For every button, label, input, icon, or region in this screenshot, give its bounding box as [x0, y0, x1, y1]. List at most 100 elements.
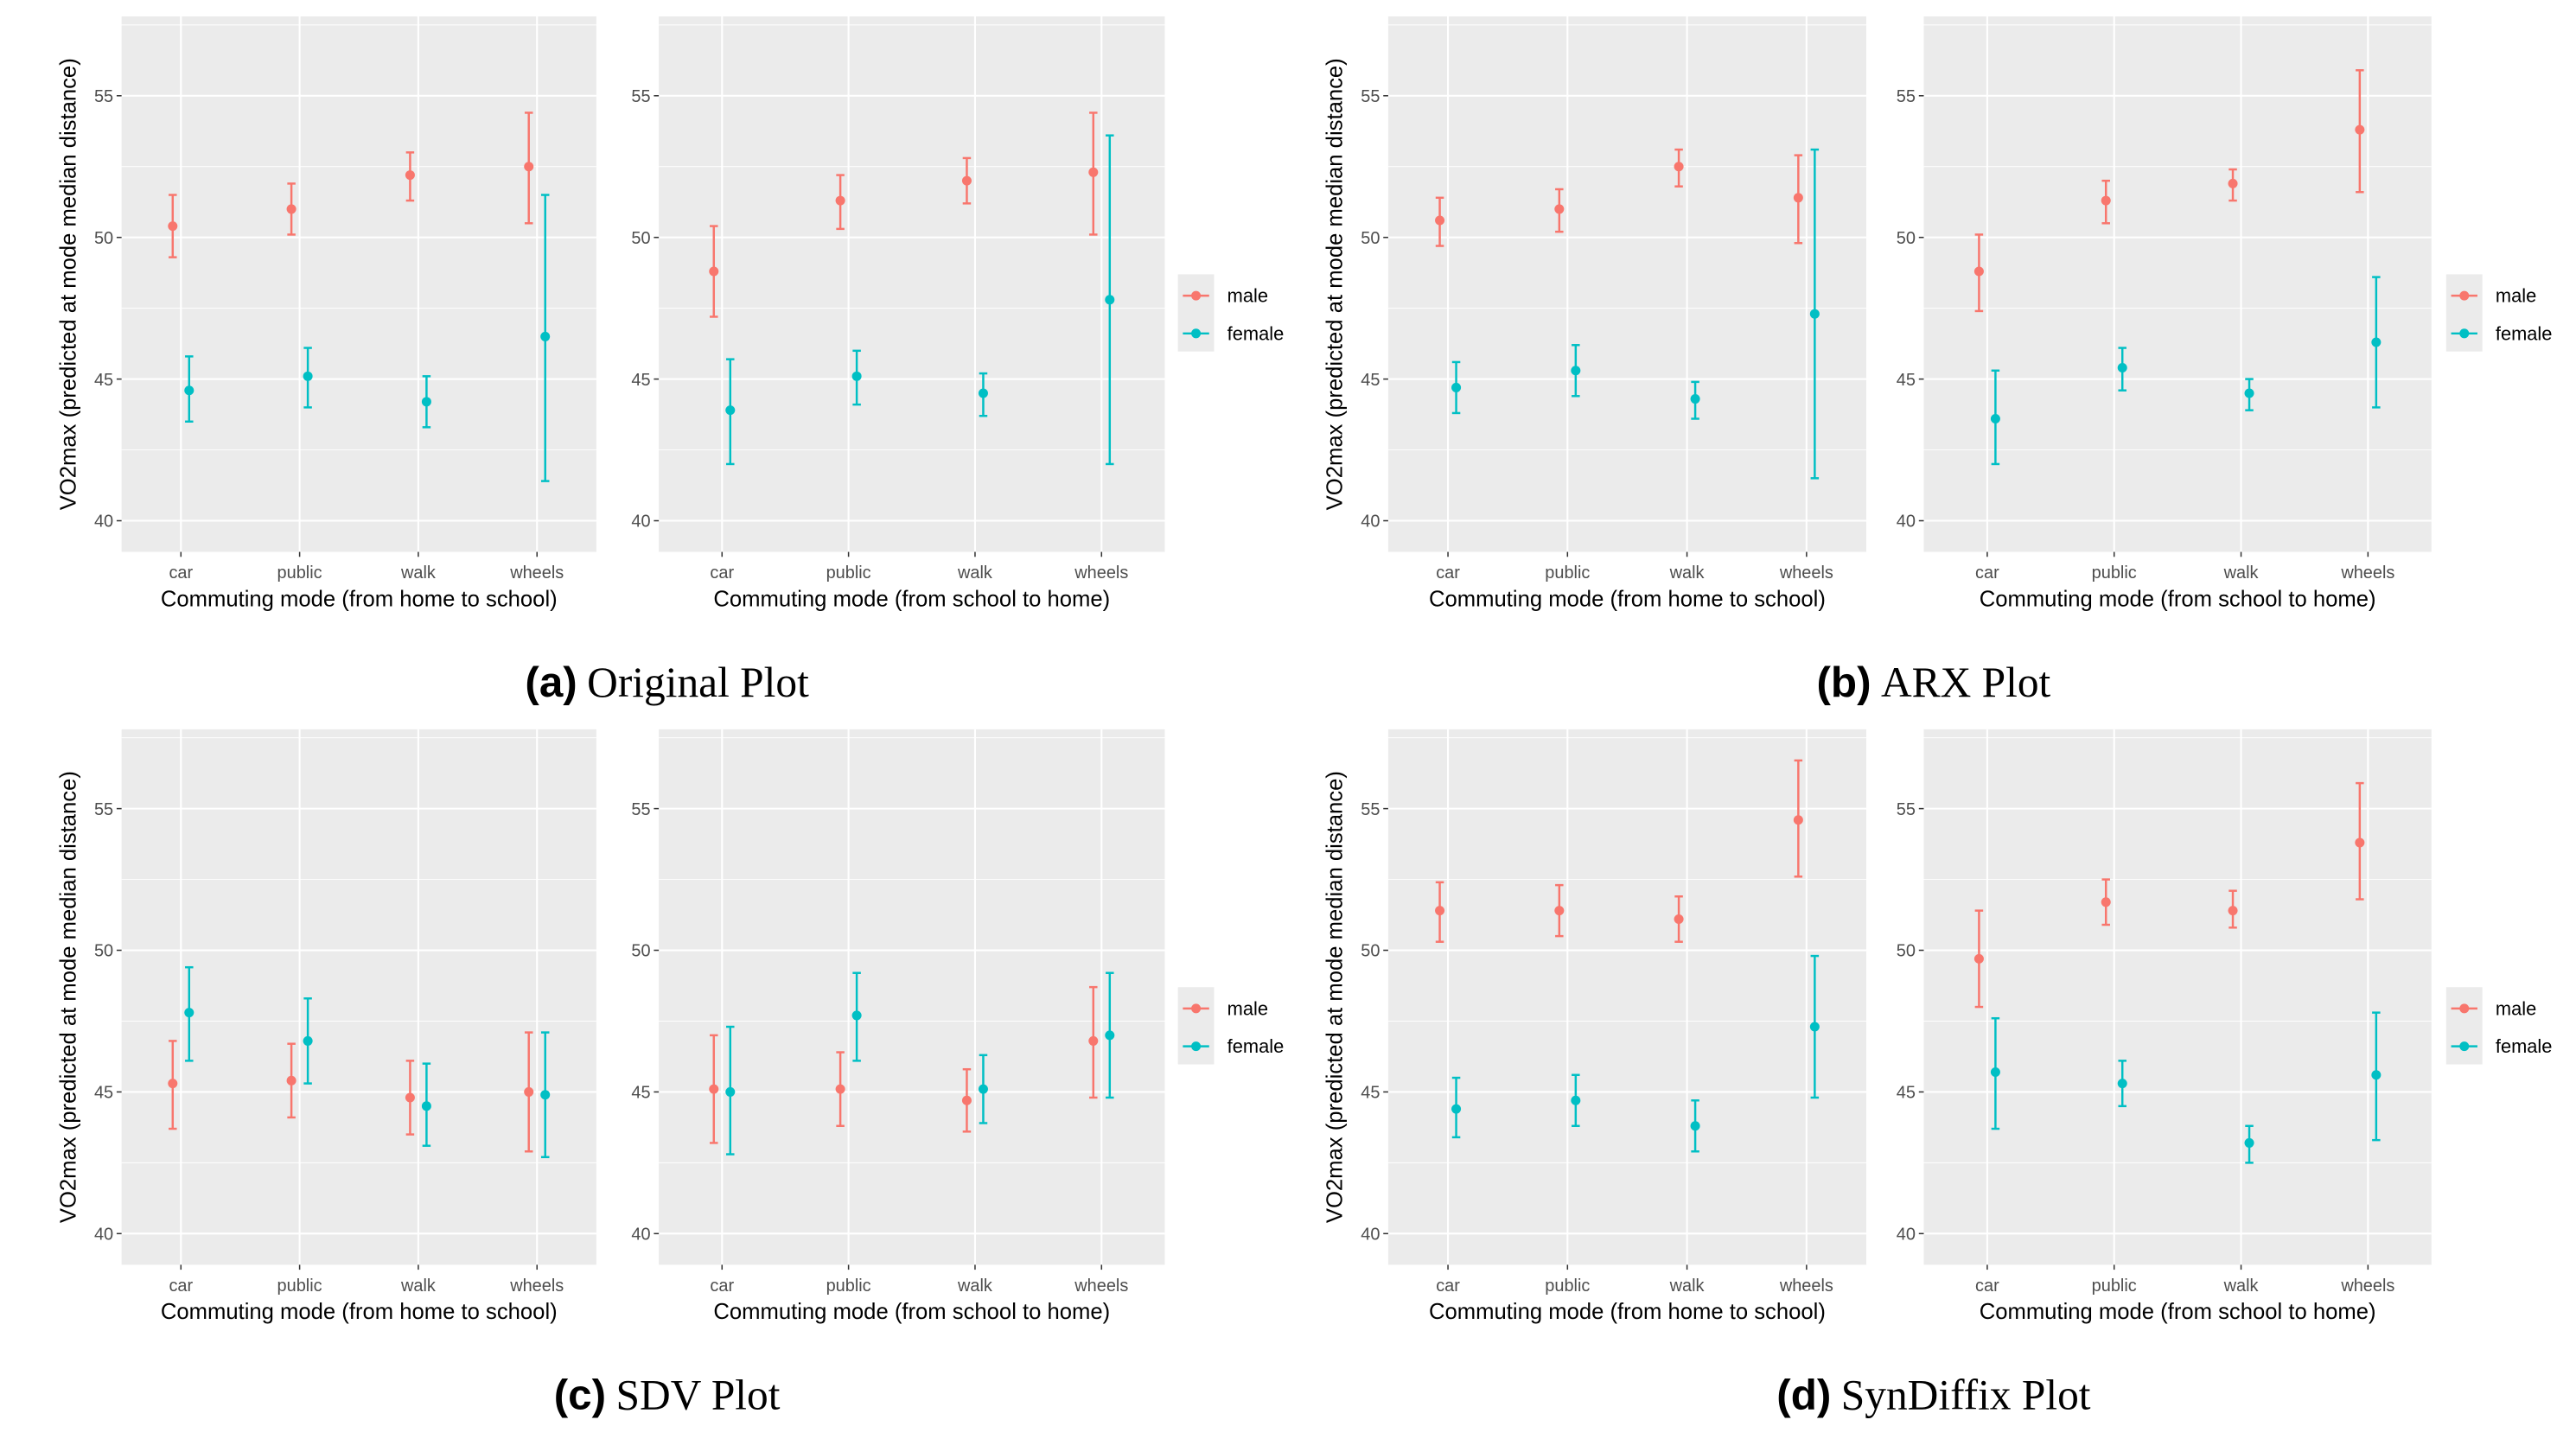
x-axis-title: Commuting mode (from home to school) — [161, 1300, 558, 1324]
y-tick-label: 40 — [1361, 513, 1380, 532]
caption-letter: (d) — [1776, 1372, 1831, 1419]
data-point — [835, 195, 845, 206]
caption-title: SynDiffix Plot — [1841, 1372, 2091, 1419]
y-tick-label: 55 — [1897, 800, 1916, 819]
x-tick-label: car — [710, 1277, 734, 1296]
y-axis-title: VO2max (predicted at mode median distanc… — [1323, 58, 1348, 510]
x-tick-label: walk — [2223, 564, 2259, 583]
data-point — [421, 397, 431, 407]
x-tick-label: car — [1975, 564, 1999, 583]
data-point — [2117, 1079, 2127, 1089]
plot-background — [1923, 729, 2432, 1265]
legend-label-female: female — [1227, 322, 1285, 344]
data-point — [851, 371, 862, 381]
legend-label-female: female — [1227, 1035, 1285, 1057]
data-point — [978, 388, 988, 398]
y-tick-label: 45 — [1361, 371, 1380, 390]
y-tick-label: 50 — [1897, 229, 1916, 248]
data-point — [1571, 366, 1581, 376]
data-point — [1973, 266, 1984, 277]
data-point — [1990, 1067, 2000, 1077]
legend-key-point — [2459, 1041, 2470, 1052]
legend: male female — [2445, 987, 2553, 1065]
figure-caption: (b) ARX Plot — [1816, 659, 2050, 706]
plot-background — [1387, 729, 1866, 1265]
y-tick-label: 45 — [631, 371, 650, 390]
legend-label-female: female — [2496, 1035, 2553, 1057]
legend-key-background — [1177, 274, 1215, 352]
x-tick-label: wheels — [1779, 564, 1833, 583]
data-point — [1690, 394, 1700, 404]
y-tick-label: 50 — [1361, 229, 1380, 248]
data-point — [1105, 295, 1115, 305]
data-point — [540, 331, 551, 341]
data-point — [184, 385, 194, 396]
series-male — [709, 111, 1099, 318]
data-point — [540, 1090, 551, 1100]
data-point — [1809, 1022, 1820, 1032]
data-point — [851, 1010, 862, 1021]
data-point — [725, 1086, 736, 1097]
series-female — [184, 965, 551, 1159]
legend-key-background — [1177, 987, 1215, 1065]
data-point — [524, 1086, 534, 1097]
data-point — [286, 204, 296, 214]
x-tick-label: car — [1436, 1277, 1460, 1296]
y-tick-label: 40 — [94, 513, 113, 532]
data-point — [184, 1008, 194, 1018]
data-point — [1451, 1104, 1462, 1114]
legend-label-female: female — [2496, 322, 2553, 344]
caption-title: Original Plot — [587, 659, 809, 706]
y-tick-label: 45 — [94, 371, 113, 390]
series-female — [1990, 276, 2382, 466]
data-point — [1554, 204, 1565, 214]
series-female — [725, 971, 1115, 1156]
data-point — [421, 1101, 431, 1111]
data-point — [168, 221, 178, 232]
y-tick-label: 55 — [94, 800, 113, 819]
caption-letter: (a) — [525, 659, 577, 706]
plot-background — [121, 16, 596, 552]
figure-caption: (c) SDV Plot — [554, 1372, 781, 1419]
x-tick-label: public — [1545, 564, 1590, 583]
data-point — [405, 170, 415, 181]
data-point — [1088, 1035, 1099, 1046]
legend-key-background — [2445, 987, 2483, 1065]
series-male — [1973, 69, 2365, 313]
series-male — [168, 111, 534, 258]
y-tick-label: 40 — [631, 1226, 650, 1245]
x-tick-label: public — [826, 1277, 871, 1296]
data-point — [1973, 953, 1984, 964]
caption-title: SDV Plot — [616, 1372, 781, 1419]
x-tick-label: public — [277, 1277, 322, 1296]
chart-panel: 40 45 50 55 car public walk wheels Commuting mod… — [1897, 729, 2432, 1324]
y-tick-label: 55 — [1361, 87, 1380, 106]
chart-panel: 40 45 50 55 car public walk wheels Commuting mod… — [631, 16, 1165, 611]
series-female — [725, 134, 1115, 466]
x-tick-label: wheels — [2340, 1277, 2394, 1296]
data-point — [1690, 1121, 1700, 1131]
data-point — [168, 1079, 178, 1089]
x-tick-label: car — [169, 1277, 193, 1296]
y-tick-label: 40 — [94, 1226, 113, 1245]
y-axis-title: VO2max (predicted at mode median distanc… — [1323, 771, 1348, 1223]
legend-key-point — [1191, 328, 1202, 339]
data-point — [405, 1092, 415, 1103]
data-point — [2228, 178, 2238, 188]
legend-key-point — [1191, 1003, 1202, 1014]
data-point — [1793, 193, 1803, 203]
series-female — [1990, 1011, 2382, 1164]
y-tick-label: 40 — [1361, 1226, 1380, 1245]
x-tick-label: public — [277, 564, 322, 583]
data-point — [835, 1084, 845, 1094]
x-tick-label: wheels — [2340, 564, 2394, 583]
y-tick-label: 50 — [94, 229, 113, 248]
chart-panel: 40 45 50 55 car public walk wheels Commuting mod… — [631, 729, 1165, 1324]
series-male — [1435, 148, 1803, 247]
data-point — [303, 371, 313, 381]
data-point — [1554, 906, 1565, 916]
x-tick-label: walk — [957, 1277, 992, 1296]
series-female — [1451, 954, 1820, 1153]
x-tick-label: walk — [400, 564, 436, 583]
